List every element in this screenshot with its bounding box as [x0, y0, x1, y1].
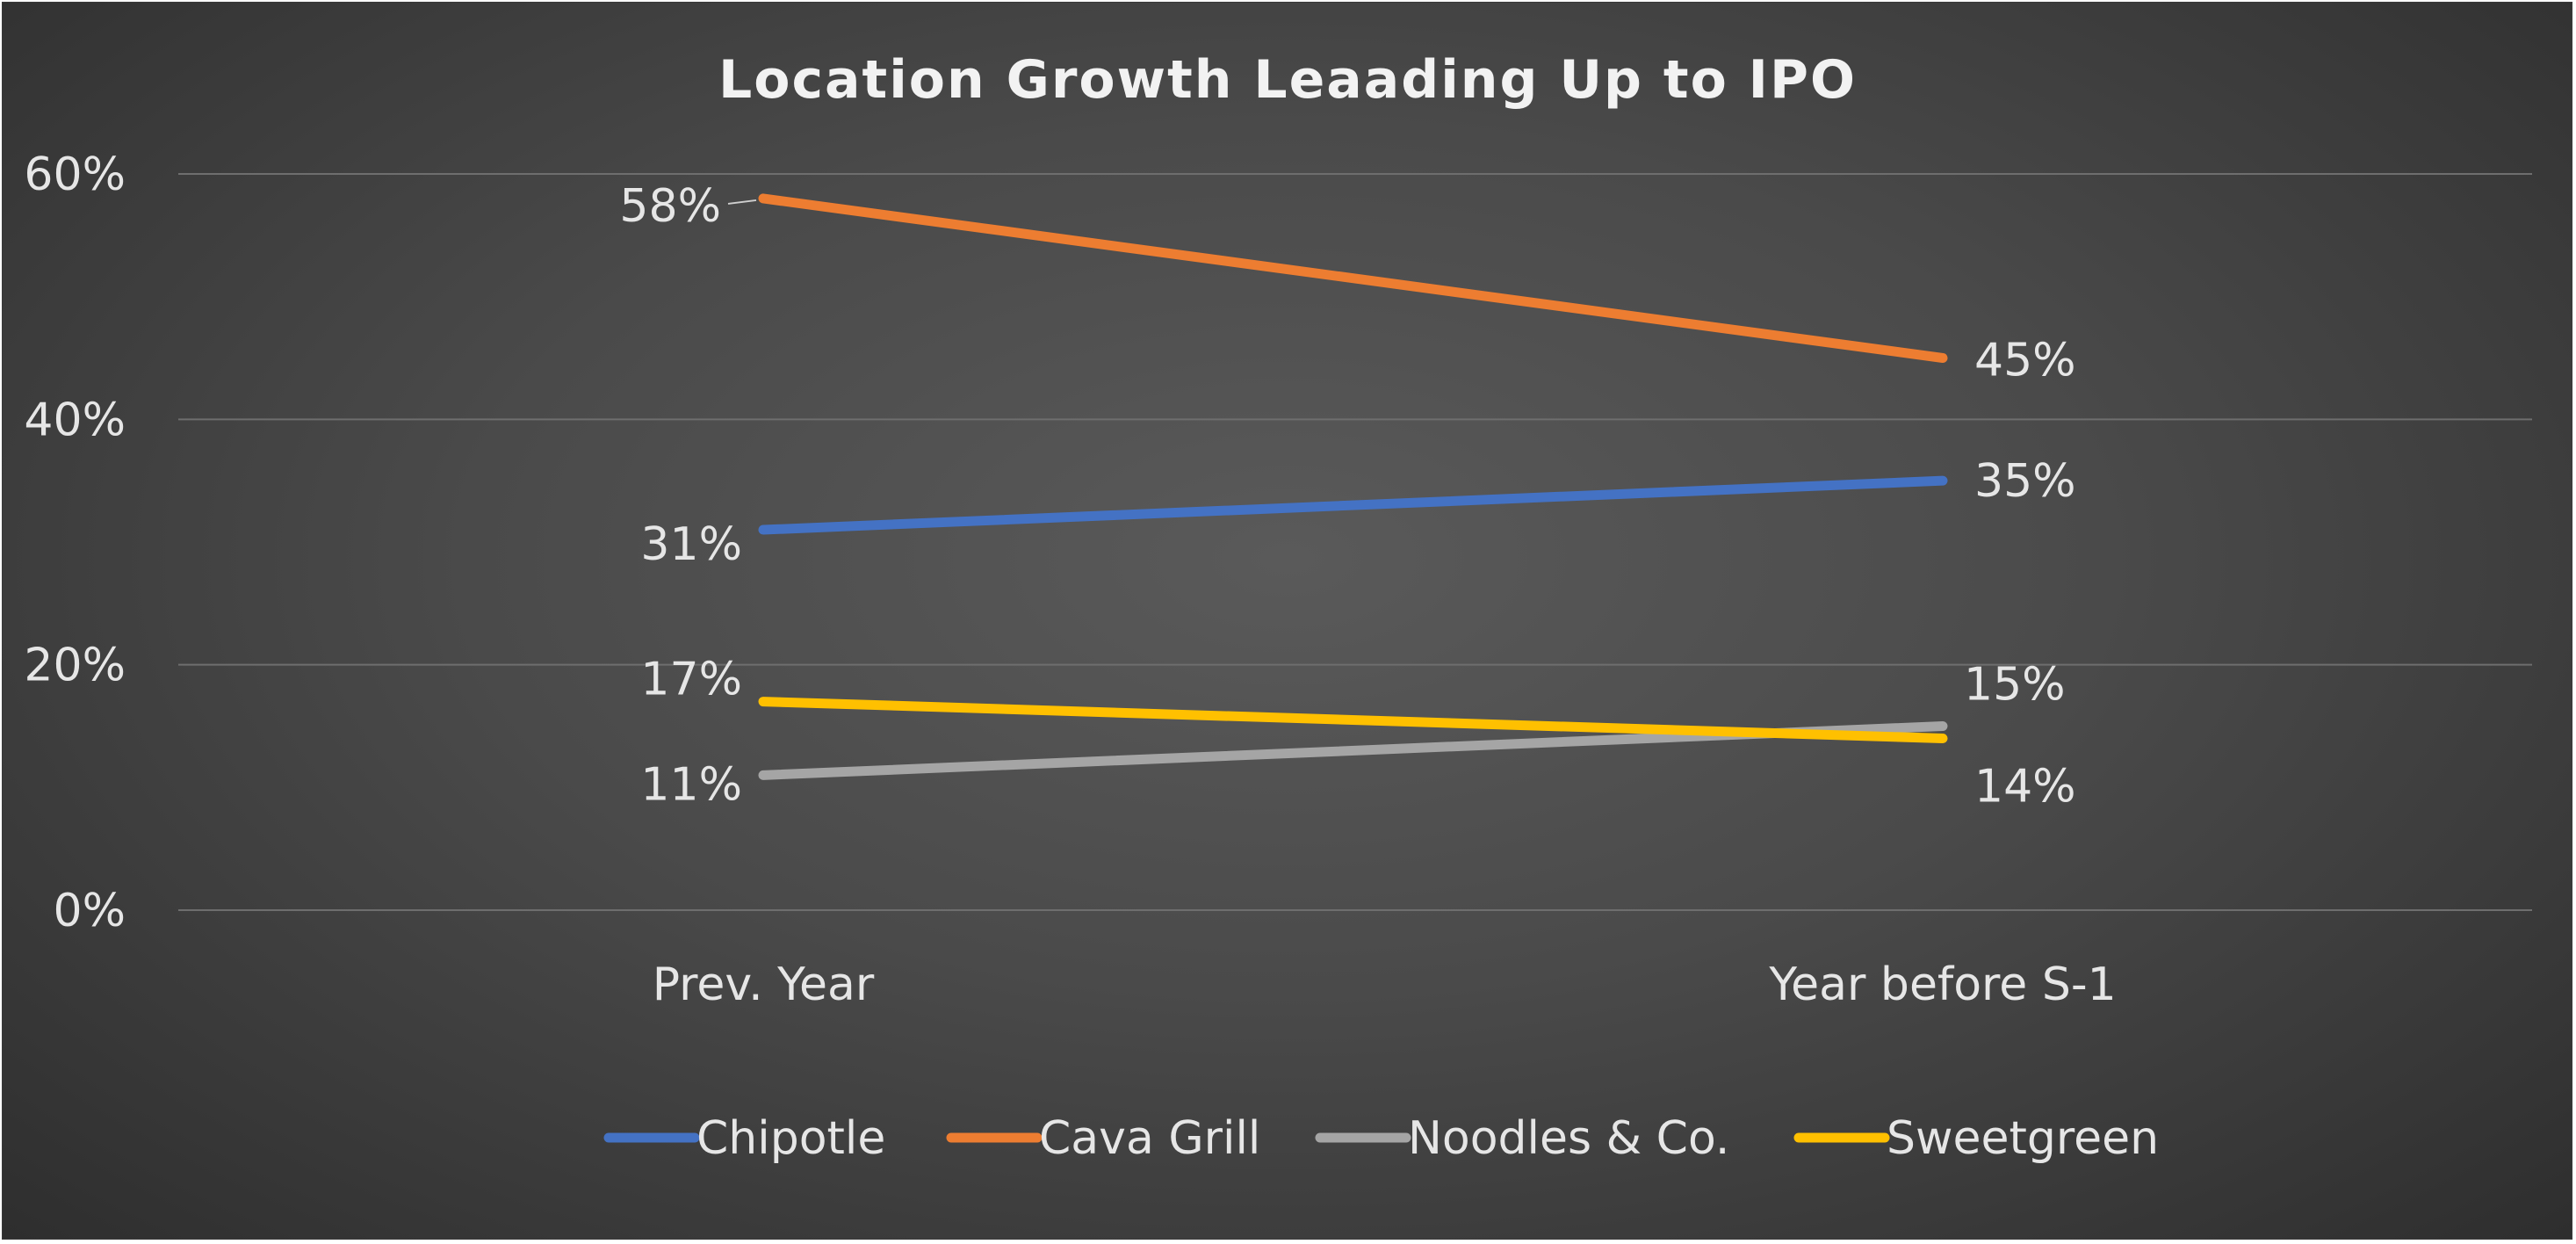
data-label: 31% [640, 518, 742, 571]
legend-label: Sweetgreen [1887, 1112, 2159, 1165]
label-leader-line [727, 199, 757, 205]
data-label: 17% [640, 654, 742, 706]
y-tick-label: 0% [54, 885, 126, 937]
gridlines [178, 173, 2532, 911]
x-tick-label: Prev. Year [653, 958, 875, 1011]
y-tick-label: 20% [24, 640, 126, 692]
data-label: 14% [1974, 760, 2076, 813]
data-label: 58% [619, 180, 721, 233]
y-tick-label: 40% [24, 394, 126, 446]
data-label: 45% [1974, 335, 2076, 387]
data-label: 35% [1974, 455, 2076, 508]
x-axis-ticks: Prev. Year Year before S-1 [653, 958, 2117, 1011]
chart-title: Location Growth Leaading Up to IPO [718, 49, 1857, 111]
series-lines [758, 193, 1948, 780]
x-tick-label: Year before S-1 [1768, 958, 2116, 1011]
legend-label: Noodles & Co. [1408, 1112, 1729, 1165]
legend-label: Chipotle [696, 1112, 885, 1165]
line-chart: Location Growth Leaading Up to IPO 0% 20%… [24, 49, 2532, 1165]
series-line-cava-grill [758, 193, 1948, 363]
legend: Chipotle Cava Grill Noodles & Co. Sweetgree… [603, 1112, 2159, 1165]
series-line-chipotle [758, 475, 1948, 535]
data-label: 11% [640, 758, 742, 811]
y-axis-ticks: 0% 20% 40% 60% [24, 148, 126, 937]
data-labels: 31% 35% 58% 45% 11% 15% 17% 14% [619, 180, 2075, 814]
series-line-sweetgreen [758, 697, 1948, 743]
legend-label: Cava Grill [1039, 1112, 1260, 1165]
data-label: 15% [1964, 659, 2066, 712]
y-tick-label: 60% [24, 148, 126, 201]
